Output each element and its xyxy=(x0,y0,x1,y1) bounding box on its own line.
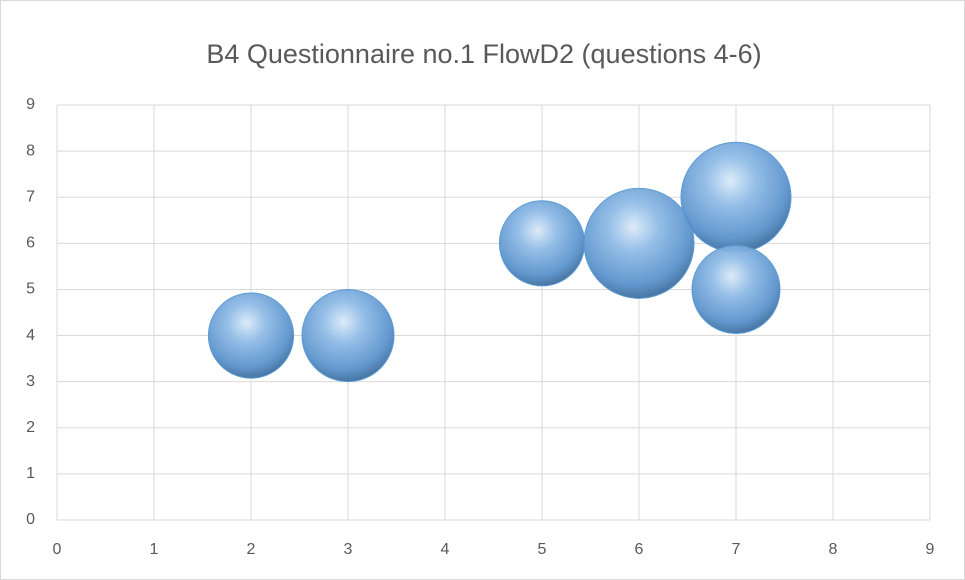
y-tick-label: 0 xyxy=(26,511,35,528)
bubble xyxy=(207,292,295,379)
x-tick-label: 9 xyxy=(926,541,935,558)
y-tick-label: 7 xyxy=(26,188,35,205)
y-tick-label: 4 xyxy=(26,327,35,344)
y-tick-label: 8 xyxy=(26,142,35,159)
y-tick-label: 9 xyxy=(26,96,35,113)
bubble xyxy=(301,289,395,383)
x-tick-label: 2 xyxy=(247,541,256,558)
y-tick-label: 6 xyxy=(26,235,35,252)
x-tick-label: 6 xyxy=(635,541,644,558)
bubble xyxy=(680,141,792,253)
x-tick-label: 5 xyxy=(538,541,547,558)
x-tick-label: 0 xyxy=(53,541,62,558)
chart-title: B4 Questionnaire no.1 FlowD2 (questions … xyxy=(206,39,761,69)
bubble xyxy=(691,244,781,334)
y-tick-label: 2 xyxy=(26,419,35,436)
x-tick-label: 7 xyxy=(732,541,741,558)
x-tick-label: 1 xyxy=(150,541,159,558)
bubble xyxy=(498,200,586,287)
x-tick-label: 3 xyxy=(344,541,353,558)
bubble xyxy=(583,187,695,299)
y-tick-label: 3 xyxy=(26,373,35,390)
x-tick-label: 4 xyxy=(441,541,450,558)
x-tick-label: 8 xyxy=(829,541,838,558)
y-tick-label: 1 xyxy=(26,465,35,482)
y-tick-label: 5 xyxy=(26,281,35,298)
